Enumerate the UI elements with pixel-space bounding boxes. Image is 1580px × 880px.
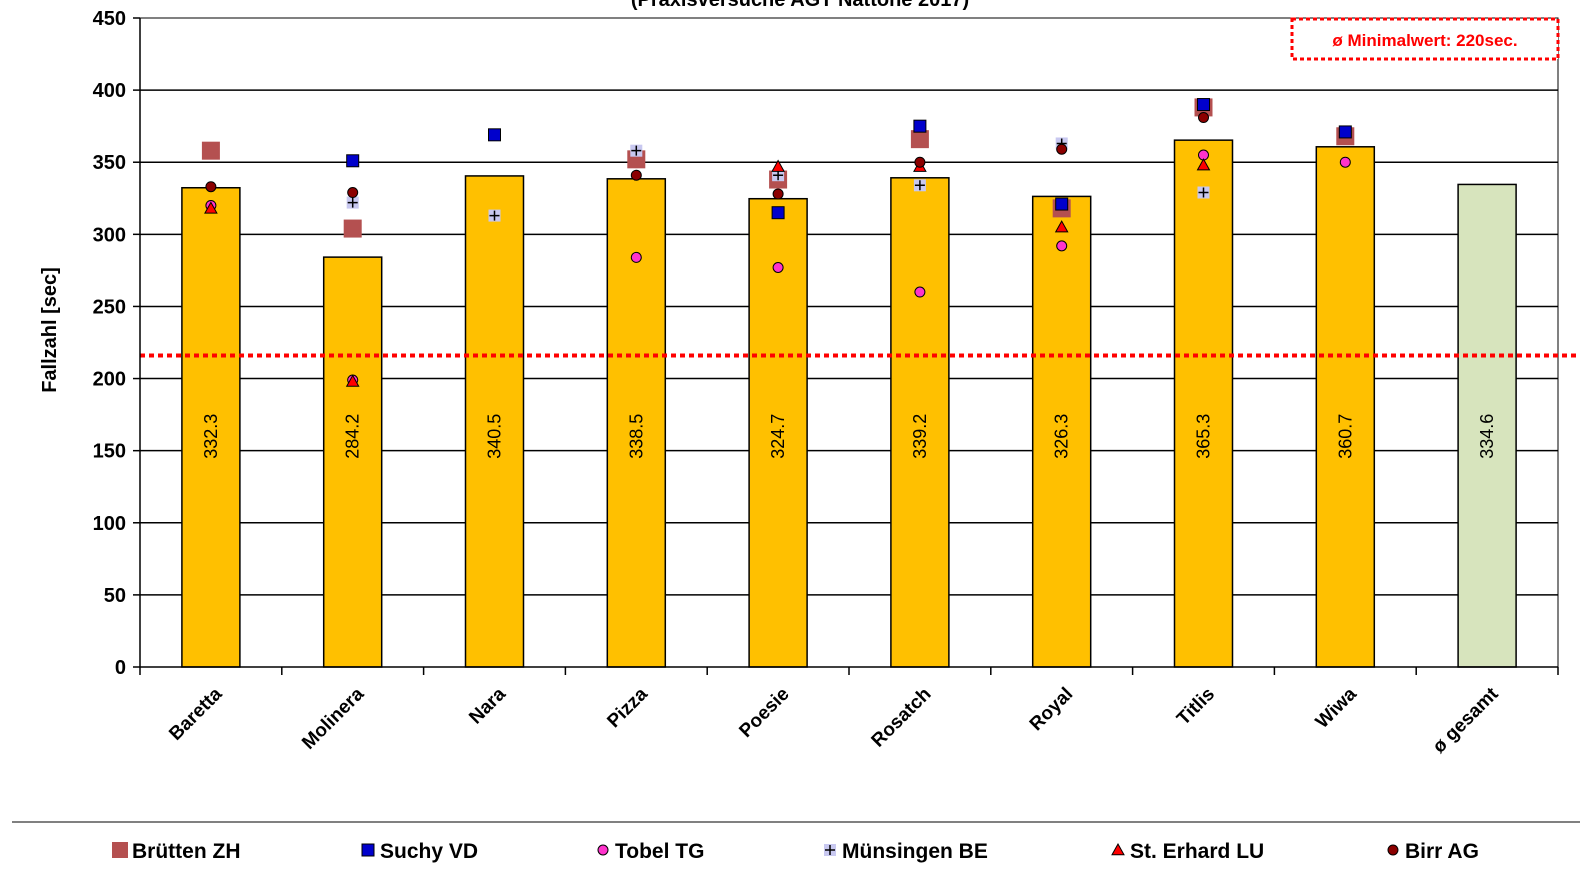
category-label: Baretta xyxy=(165,683,226,744)
bar-value-label: 334.6 xyxy=(1477,414,1497,459)
data-point xyxy=(1196,158,1211,171)
bar xyxy=(1457,183,1517,668)
data-point xyxy=(489,210,500,221)
legend-label: Suchy VD xyxy=(380,840,478,863)
data-points xyxy=(201,98,1355,387)
data-point xyxy=(772,188,784,200)
legend-marker xyxy=(825,845,835,855)
data-point xyxy=(771,206,785,220)
bar xyxy=(322,256,383,668)
bar-value-label: 360.7 xyxy=(1335,414,1355,459)
data-point xyxy=(910,130,929,149)
minimum-note-box xyxy=(1290,17,1560,61)
y-tick-label: 0 xyxy=(115,657,126,679)
data-point xyxy=(1338,125,1352,139)
legend-label: Birr AG xyxy=(1405,840,1479,863)
y-axis-label: Fallzahl [sec] xyxy=(39,267,61,393)
bar xyxy=(1315,146,1376,668)
data-point xyxy=(1056,143,1068,155)
y-tick-label: 350 xyxy=(93,152,126,174)
data-point xyxy=(347,197,358,208)
data-point xyxy=(773,170,784,181)
category-label: Poesie xyxy=(735,684,793,742)
data-point xyxy=(205,181,217,193)
data-point xyxy=(913,119,927,133)
bar-value-label: 365.3 xyxy=(1194,414,1214,459)
bar-value-label: 324.7 xyxy=(768,414,788,459)
minimum-note: ø Minimalwert: 220sec. xyxy=(1332,31,1517,50)
legend-label: Münsingen BE xyxy=(842,840,988,863)
data-point xyxy=(1055,197,1069,211)
y-tick-label: 100 xyxy=(93,513,126,535)
legend-marker xyxy=(1111,842,1125,856)
category-label: Royal xyxy=(1026,684,1077,735)
bar-value-label: 340.5 xyxy=(485,414,505,459)
bar xyxy=(464,175,525,668)
data-point xyxy=(631,145,642,156)
data-point xyxy=(1198,187,1209,198)
legend-label: Brütten ZH xyxy=(132,840,241,863)
legend-marker xyxy=(597,844,609,856)
data-point xyxy=(346,154,360,168)
chart-title: (Praxisversuche AGT Nattone 2017) xyxy=(631,0,969,11)
y-tick-label: 200 xyxy=(93,369,126,391)
bar xyxy=(1031,195,1092,668)
category-label: Rosatch xyxy=(868,684,936,752)
data-point xyxy=(914,180,925,191)
y-tick-label: 150 xyxy=(93,441,126,463)
category-label: Wiwa xyxy=(1312,683,1361,732)
y-tick-label: 450 xyxy=(93,8,126,30)
bars: 332.3 284.2 340.5 338.5 324.7 339.2 326.3 365.3… xyxy=(181,139,1517,668)
reference-line: ø Minimalwert: 220sec. xyxy=(140,17,1580,358)
data-point xyxy=(343,219,362,238)
data-point xyxy=(772,262,784,274)
data-point xyxy=(1339,156,1351,168)
data-point xyxy=(347,187,359,199)
data-point xyxy=(1054,220,1069,233)
data-point xyxy=(914,286,926,298)
data-point xyxy=(771,159,785,172)
bar xyxy=(1173,139,1234,668)
y-tick-label: 250 xyxy=(93,296,126,318)
bar-value-label: 284.2 xyxy=(343,414,363,459)
category-label: ø gesamt xyxy=(1429,683,1503,757)
data-point xyxy=(201,141,220,160)
bar-value-label: 326.3 xyxy=(1052,414,1072,459)
data-point xyxy=(630,251,642,263)
category-label: Titlis xyxy=(1173,684,1219,730)
data-point xyxy=(1198,112,1209,124)
legend-marker xyxy=(112,842,128,858)
data-point xyxy=(488,128,501,142)
legend-label: Tobel TG xyxy=(615,840,704,863)
data-point xyxy=(204,201,218,214)
legend-marker xyxy=(1387,844,1399,856)
data-point xyxy=(914,156,926,168)
category-label: Molinera xyxy=(298,683,368,753)
bar xyxy=(890,177,950,668)
data-point xyxy=(1197,98,1210,112)
legend-marker xyxy=(361,843,375,857)
y-tick-label: 50 xyxy=(104,585,126,607)
bar-value-label: 332.3 xyxy=(201,414,221,459)
y-tick-label: 400 xyxy=(93,80,126,102)
category-label: Nara xyxy=(465,683,510,728)
legend-label: St. Erhard LU xyxy=(1130,840,1264,863)
legend: Brütten ZH Suchy VD Tobel TG Münsingen BE St… xyxy=(12,821,1580,863)
data-point xyxy=(345,374,360,387)
data-point xyxy=(1056,240,1068,252)
y-tick-label: 300 xyxy=(93,224,126,246)
bar-value-label: 339.2 xyxy=(910,414,930,459)
data-point xyxy=(630,169,642,181)
bar-value-label: 338.5 xyxy=(626,414,646,459)
category-label: Pizza xyxy=(603,683,652,732)
